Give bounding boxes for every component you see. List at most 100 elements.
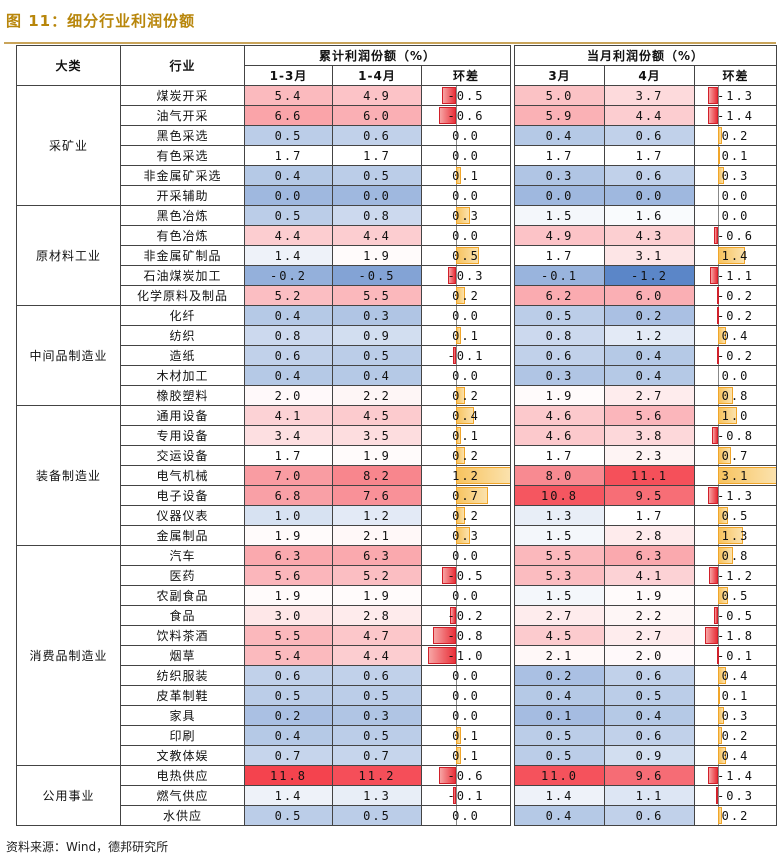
change-axis xyxy=(456,186,457,205)
change-value: -1.8 xyxy=(717,628,754,643)
cum-a-cell: 0.4 xyxy=(244,165,333,186)
change-bar xyxy=(714,607,718,624)
cum-chg-cell: -0.3 xyxy=(421,265,511,286)
change-bar xyxy=(718,127,722,144)
change-value: 0.0 xyxy=(452,548,480,563)
mon-chg-cell: -1.3 xyxy=(694,485,777,506)
change-axis xyxy=(456,346,457,365)
industry-cell: 仪器仪表 xyxy=(120,505,245,526)
mon-chg-cell: 0.5 xyxy=(694,585,777,606)
cum-a-cell: 1.0 xyxy=(244,505,333,526)
mon-b-cell: 4.3 xyxy=(604,225,695,246)
category-cell: 公用事业 xyxy=(16,765,121,826)
cum-chg-cell: 0.0 xyxy=(421,665,511,686)
cum-chg-cell: 0.4 xyxy=(421,405,511,426)
change-axis xyxy=(456,546,457,565)
table-row: 医药 5.6 5.2 -0.5 5.3 4.1 -1.2 xyxy=(17,565,777,586)
cum-a-cell: 11.8 xyxy=(244,765,333,786)
change-value: 0.8 xyxy=(721,388,750,403)
change-axis xyxy=(456,626,457,645)
cum-chg-cell: 0.3 xyxy=(421,205,511,226)
mon-chg-cell: 3.1 xyxy=(694,465,777,486)
change-value: 0.7 xyxy=(452,488,480,503)
mon-a-cell: 1.5 xyxy=(514,205,605,226)
cum-b-cell: 0.5 xyxy=(332,805,422,826)
industry-cell: 纺织服装 xyxy=(120,665,245,686)
mon-b-cell: 0.6 xyxy=(604,665,695,686)
change-axis xyxy=(456,606,457,625)
cum-b-cell: 4.5 xyxy=(332,405,422,426)
industry-cell: 汽车 xyxy=(120,545,245,566)
change-bar xyxy=(456,447,466,464)
cum-b-cell: 1.9 xyxy=(332,245,422,266)
table-row: 燃气供应 1.4 1.3 -0.1 1.4 1.1 -0.3 xyxy=(17,785,777,806)
change-bar xyxy=(709,267,718,284)
change-value: -0.3 xyxy=(717,788,754,803)
mon-a-cell: 5.5 xyxy=(514,545,605,566)
mon-chg-cell: -0.2 xyxy=(694,345,777,366)
mon-b-cell: 0.2 xyxy=(604,305,695,326)
mon-a-cell: 2.1 xyxy=(514,645,605,666)
change-bar xyxy=(456,247,479,264)
mon-b-cell: 1.6 xyxy=(604,205,695,226)
change-axis xyxy=(718,86,719,105)
change-value: 0.8 xyxy=(721,548,750,563)
change-value: 0.0 xyxy=(452,688,480,703)
industry-cell: 电气机械 xyxy=(120,465,245,486)
table-row: 黑色采选 0.5 0.6 0.0 0.4 0.6 0.2 xyxy=(17,125,777,146)
mon-a-cell: 8.0 xyxy=(514,465,605,486)
cum-chg-cell: 0.0 xyxy=(421,705,511,726)
mon-a-cell: 0.1 xyxy=(514,705,605,726)
mon-chg-cell: 0.8 xyxy=(694,545,777,566)
industry-cell: 金属制品 xyxy=(120,525,245,546)
change-value: -0.1 xyxy=(717,648,754,663)
change-value: 0.5 xyxy=(721,508,750,523)
mon-a-cell: 1.3 xyxy=(514,505,605,526)
industry-cell: 造纸 xyxy=(120,345,245,366)
category-cell: 消费品制造业 xyxy=(16,545,121,766)
change-value: 0.0 xyxy=(721,208,750,223)
mon-a-cell: 0.6 xyxy=(514,345,605,366)
cum-a-cell: 4.4 xyxy=(244,225,333,246)
change-bar xyxy=(708,87,718,104)
table-row: 家具 0.2 0.3 0.0 0.1 0.4 0.3 xyxy=(17,705,777,726)
cum-a-cell: 0.2 xyxy=(244,705,333,726)
cum-a-cell: 0.5 xyxy=(244,125,333,146)
mon-chg-cell: -1.4 xyxy=(694,105,777,126)
cum-a-cell: -0.2 xyxy=(244,265,333,286)
cum-chg-cell: 0.0 xyxy=(421,225,511,246)
table-row: 有色冶炼 4.4 4.4 0.0 4.9 4.3 -0.6 xyxy=(17,225,777,246)
table-row: 皮革制鞋 0.5 0.5 0.0 0.4 0.5 0.1 xyxy=(17,685,777,706)
change-bar xyxy=(450,607,456,624)
change-value: 0.3 xyxy=(721,168,750,183)
cum-b-cell: 0.0 xyxy=(332,185,422,206)
cum-a-cell: 6.3 xyxy=(244,545,333,566)
mon-chg-cell: 0.0 xyxy=(694,205,777,226)
table-row: 食品 3.0 2.8 -0.2 2.7 2.2 -0.5 xyxy=(17,605,777,626)
header-mon-chg: 环差 xyxy=(694,65,777,86)
mon-a-cell: 4.6 xyxy=(514,425,605,446)
mon-chg-cell: 1.3 xyxy=(694,525,777,546)
cum-b-cell: 0.5 xyxy=(332,165,422,186)
industry-cell: 皮革制鞋 xyxy=(120,685,245,706)
cum-a-cell: 0.4 xyxy=(244,305,333,326)
industry-cell: 化学原料及制品 xyxy=(120,285,245,306)
change-bar xyxy=(718,407,738,424)
change-bar xyxy=(718,147,720,164)
change-bar xyxy=(427,647,456,664)
cum-chg-cell: 0.2 xyxy=(421,445,511,466)
change-value: 1.3 xyxy=(721,528,750,543)
change-value: 0.1 xyxy=(452,748,480,763)
change-bar xyxy=(718,707,724,724)
change-value: -0.5 xyxy=(447,88,485,103)
change-bar xyxy=(709,567,718,584)
table-row: 石油煤炭加工 -0.2 -0.5 -0.3 -0.1 -1.2 -1.1 xyxy=(17,265,777,286)
cum-chg-cell: -0.1 xyxy=(421,785,511,806)
mon-b-cell: 0.6 xyxy=(604,125,695,146)
mon-b-cell: 2.8 xyxy=(604,525,695,546)
cum-b-cell: 2.8 xyxy=(332,605,422,626)
mon-b-cell: 5.6 xyxy=(604,405,695,426)
change-bar xyxy=(456,327,461,344)
mon-chg-cell: 0.4 xyxy=(694,325,777,346)
change-bar xyxy=(456,507,466,524)
